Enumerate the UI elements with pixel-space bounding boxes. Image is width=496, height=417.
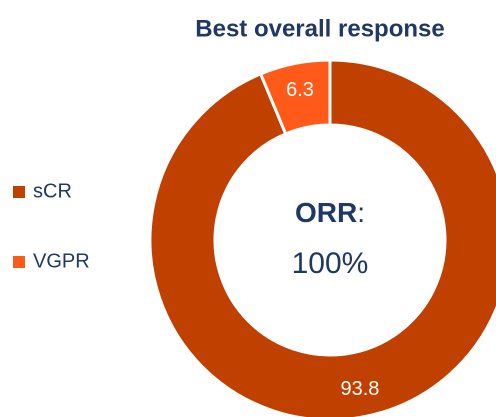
center-value: 100% [292,247,369,280]
legend-label: VGPR [33,250,90,272]
center-label: ORR: [295,197,365,228]
slices [148,58,496,417]
center-title: ORR [295,197,357,228]
value-label: 6.3 [286,79,314,101]
legend-swatch [13,256,25,268]
legend-swatch [13,186,25,198]
slice [258,58,332,136]
chart-title: Best overall response [195,15,444,42]
center-colon: : [357,197,365,228]
legend-label: sCR [33,180,72,202]
slice [148,58,496,417]
value-label: 93.8 [340,378,379,400]
